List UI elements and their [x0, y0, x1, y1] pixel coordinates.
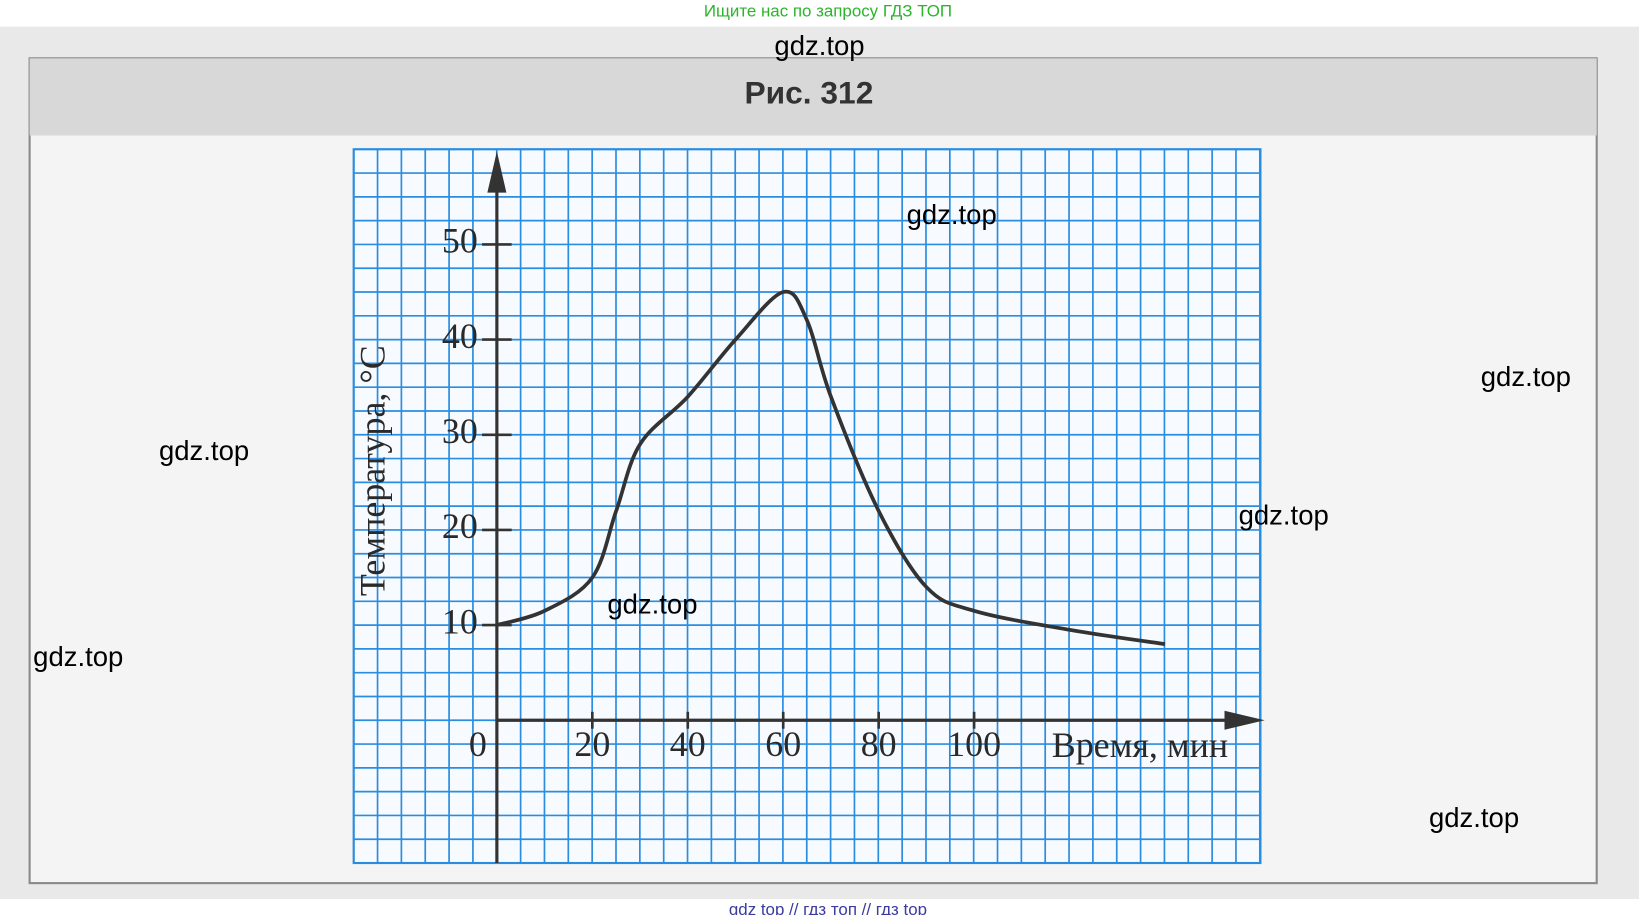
- x-axis-arrow: [1224, 710, 1265, 730]
- x-tick-label: 0: [469, 724, 487, 764]
- watermark: gdz.top: [1481, 361, 1571, 392]
- watermark: gdz.top: [1429, 802, 1519, 833]
- temperature-curve: [496, 289, 1166, 646]
- y-tick-label: 30: [442, 411, 478, 451]
- y-axis-arrow: [487, 151, 507, 193]
- watermark: gdz.top: [774, 30, 864, 61]
- y-tick-label: 40: [442, 316, 478, 356]
- footer-text: gdz top // гдз топ // гдз top: [729, 900, 927, 915]
- x-tick-label: 100: [947, 724, 1001, 764]
- y-axis-label: Температура, °C: [353, 345, 393, 596]
- header-band: [29, 58, 1597, 136]
- watermark: gdz.top: [33, 641, 123, 672]
- chart-title: Рис. 312: [745, 75, 874, 111]
- x-tick-label: 40: [670, 724, 706, 764]
- x-tick-label: 20: [574, 724, 610, 764]
- header-text: Ищите нас по запросу ГДЗ ТОП: [704, 1, 952, 20]
- watermark: gdz.top: [1239, 500, 1329, 531]
- watermark: gdz.top: [607, 588, 697, 619]
- x-tick-label: 80: [861, 724, 897, 764]
- watermark: gdz.top: [907, 199, 997, 230]
- y-tick-label: 50: [442, 221, 478, 261]
- x-tick-label: 60: [765, 724, 801, 764]
- watermark: gdz.top: [159, 435, 249, 466]
- x-axis-label: Время, мин: [1052, 725, 1228, 765]
- y-tick-label: 20: [442, 506, 478, 546]
- y-tick-label: 10: [442, 601, 478, 641]
